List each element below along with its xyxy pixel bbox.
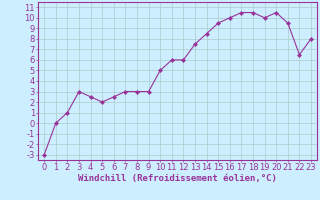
X-axis label: Windchill (Refroidissement éolien,°C): Windchill (Refroidissement éolien,°C) [78,174,277,183]
